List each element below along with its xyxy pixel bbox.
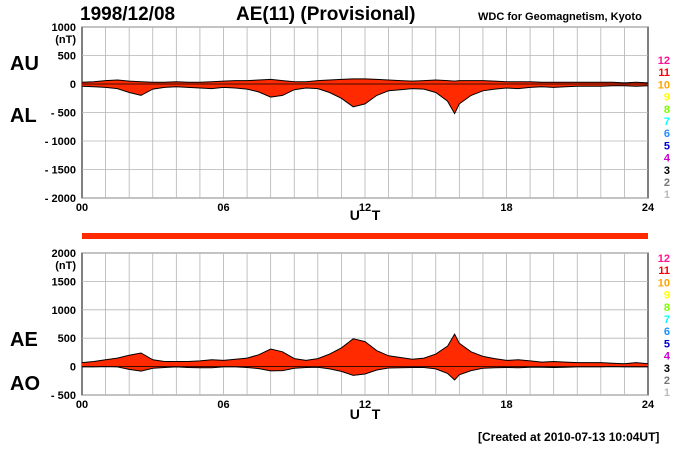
x-tick-label: 06 <box>217 399 229 411</box>
index-label-ae: AE <box>10 329 38 351</box>
station-number-label: 12 <box>658 55 670 67</box>
station-number-label: 12 <box>658 253 670 265</box>
station-number-label: 2 <box>664 177 670 189</box>
x-tick-label: 18 <box>500 399 512 411</box>
created-timestamp: [Created at 2010-07-13 10:04UT] <box>478 430 660 444</box>
index-label-au: AU <box>10 53 39 75</box>
y-tick-label: - 1500 <box>45 165 76 177</box>
station-number-label: 3 <box>664 363 670 375</box>
y-tick-label: - 500 <box>51 108 76 120</box>
series-fill-area <box>82 334 648 380</box>
x-tick-label: 24 <box>642 202 655 214</box>
y-tick-label: 0 <box>70 79 76 91</box>
station-number-label: 2 <box>664 375 670 387</box>
x-axis-label: U T <box>350 406 385 422</box>
y-tick-label: - 500 <box>51 390 76 402</box>
y-tick-label: 2000 <box>52 248 76 260</box>
station-number-label: 5 <box>664 140 670 152</box>
y-unit-label: (nT) <box>55 260 76 272</box>
station-number-label: 7 <box>664 116 670 128</box>
series-line-al <box>81 85 649 115</box>
x-tick-label: 18 <box>500 202 512 214</box>
station-number-label: 5 <box>664 338 670 350</box>
station-number-label: 6 <box>664 128 670 140</box>
series-line-au <box>81 78 649 84</box>
y-tick-label: 0 <box>70 362 76 374</box>
x-tick-label: 24 <box>642 399 655 411</box>
station-number-label: 6 <box>664 326 670 338</box>
y-tick-label: - 2000 <box>45 193 76 205</box>
station-number-label: 7 <box>664 314 670 326</box>
station-number-label: 1 <box>664 189 670 201</box>
y-tick-label: 500 <box>58 51 76 63</box>
index-label-ao: AO <box>10 373 40 395</box>
chart-title: AE(11) (Provisional) <box>236 4 416 25</box>
station-number-label: 8 <box>664 104 670 116</box>
station-number-label: 11 <box>658 67 670 79</box>
x-tick-label: 00 <box>76 399 88 411</box>
x-tick-label: 12 <box>359 399 371 411</box>
index-label-al: AL <box>10 105 37 127</box>
station-number-label: 8 <box>664 302 670 314</box>
station-number-label: 10 <box>658 277 670 289</box>
x-tick-label: 06 <box>217 202 229 214</box>
station-number-label: 3 <box>664 165 670 177</box>
station-number-label: 9 <box>664 92 670 104</box>
x-tick-label: 00 <box>76 202 88 214</box>
station-number-label: 4 <box>664 351 671 363</box>
date-label: 1998/12/08 <box>80 4 176 25</box>
x-axis-label: U T <box>350 207 385 223</box>
station-number-label: 1 <box>664 387 670 399</box>
station-number-label: 11 <box>658 265 670 277</box>
series-line-ae <box>81 333 649 365</box>
y-unit-label: (nT) <box>55 34 76 46</box>
station-number-label: 4 <box>664 153 671 165</box>
separator-bar <box>82 233 648 239</box>
y-tick-label: 1000 <box>52 305 76 317</box>
station-number-label: 9 <box>664 290 670 302</box>
y-tick-label: - 1000 <box>45 136 76 148</box>
y-tick-label: 1500 <box>52 276 76 288</box>
station-number-label: 10 <box>658 79 670 91</box>
y-tick-label: 500 <box>58 333 76 345</box>
x-tick-label: 12 <box>359 202 371 214</box>
y-tick-label: 1000 <box>52 22 76 34</box>
organization-label: WDC for Geomagnetism, Kyoto <box>478 11 642 23</box>
